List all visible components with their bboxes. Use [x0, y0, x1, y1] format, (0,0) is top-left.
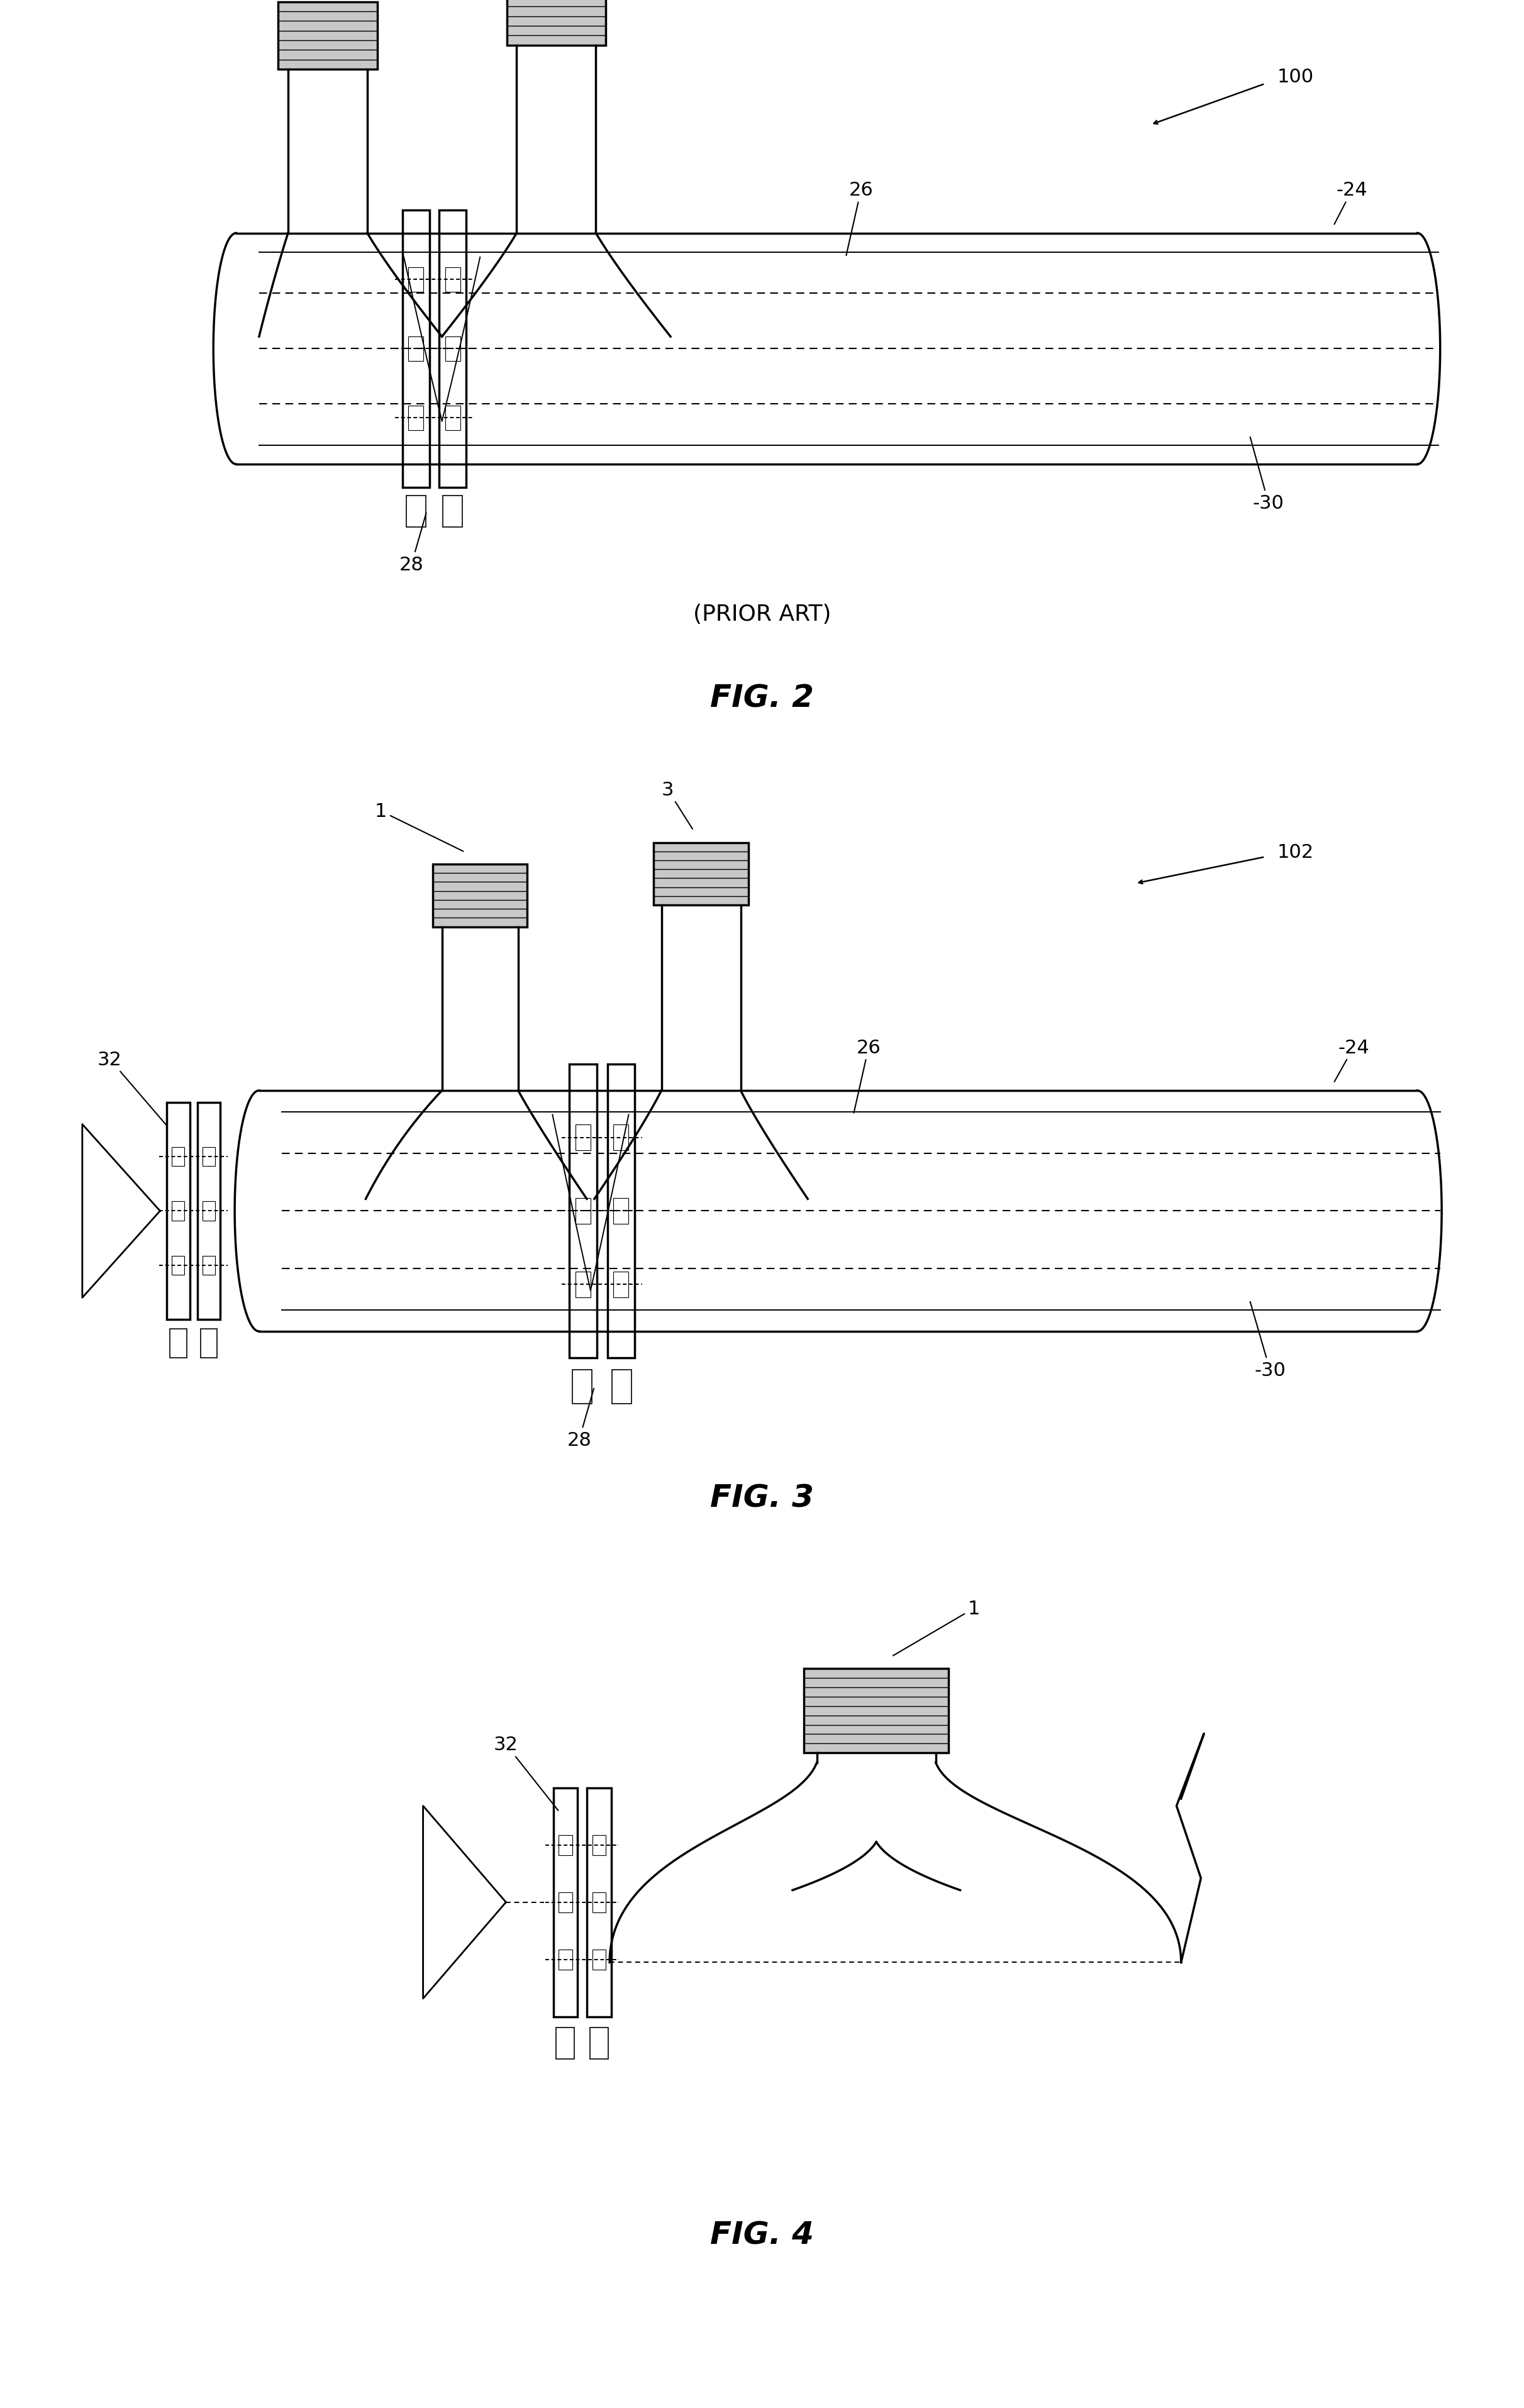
Bar: [614, 1271, 628, 1298]
Bar: [277, 2, 376, 70]
Bar: [559, 1835, 572, 1854]
Text: 1: 1: [893, 1599, 980, 1657]
Bar: [576, 1199, 590, 1223]
Bar: [614, 1125, 628, 1151]
Bar: [572, 1370, 591, 1404]
Text: -24: -24: [1335, 181, 1369, 224]
Bar: [445, 407, 460, 431]
Text: FIG. 3: FIG. 3: [710, 1483, 814, 1512]
Text: 26: 26: [846, 181, 873, 255]
Bar: [200, 1329, 216, 1358]
Bar: [611, 1370, 631, 1404]
Text: 100: 100: [1277, 67, 1314, 87]
Bar: [408, 407, 424, 431]
Bar: [559, 1893, 572, 1912]
Bar: [553, 1787, 578, 2018]
Bar: [614, 1199, 628, 1223]
Text: 26: 26: [853, 1038, 881, 1112]
Text: 102: 102: [1277, 843, 1314, 862]
Bar: [408, 337, 424, 361]
Text: -24: -24: [1335, 1038, 1370, 1081]
Bar: [172, 1149, 184, 1165]
Bar: [442, 496, 463, 527]
Text: FIG. 4: FIG. 4: [710, 2220, 814, 2249]
Bar: [203, 1257, 215, 1274]
Text: FIG. 2: FIG. 2: [710, 684, 814, 713]
Bar: [576, 1271, 590, 1298]
Bar: [593, 1835, 605, 1854]
Bar: [576, 1125, 590, 1151]
Text: (PRIOR ART): (PRIOR ART): [693, 604, 831, 624]
Text: 28: 28: [567, 1389, 594, 1450]
Text: 1: 1: [375, 802, 463, 852]
Bar: [203, 1202, 215, 1221]
Bar: [593, 1950, 605, 1970]
Bar: [203, 1149, 215, 1165]
Text: 32: 32: [494, 1736, 558, 1811]
Bar: [402, 212, 430, 486]
Bar: [570, 1064, 597, 1358]
Bar: [556, 2028, 575, 2059]
Text: -30: -30: [1250, 438, 1285, 513]
Bar: [171, 1329, 186, 1358]
Bar: [587, 1787, 611, 2018]
Bar: [172, 1202, 184, 1221]
Bar: [439, 212, 466, 486]
Bar: [445, 337, 460, 361]
Bar: [593, 1893, 605, 1912]
Bar: [408, 267, 424, 291]
Bar: [559, 1950, 572, 1970]
Bar: [590, 2028, 608, 2059]
Text: 32: 32: [98, 1050, 166, 1125]
Bar: [654, 843, 748, 905]
Bar: [433, 864, 527, 927]
Bar: [405, 496, 425, 527]
Bar: [805, 1669, 948, 1753]
Bar: [607, 1064, 634, 1358]
Text: -30: -30: [1250, 1303, 1286, 1380]
Text: 28: 28: [399, 513, 427, 573]
Bar: [168, 1103, 189, 1320]
Text: 3: 3: [661, 780, 692, 828]
Bar: [197, 1103, 219, 1320]
Bar: [445, 267, 460, 291]
Bar: [506, 0, 607, 46]
Bar: [172, 1257, 184, 1274]
